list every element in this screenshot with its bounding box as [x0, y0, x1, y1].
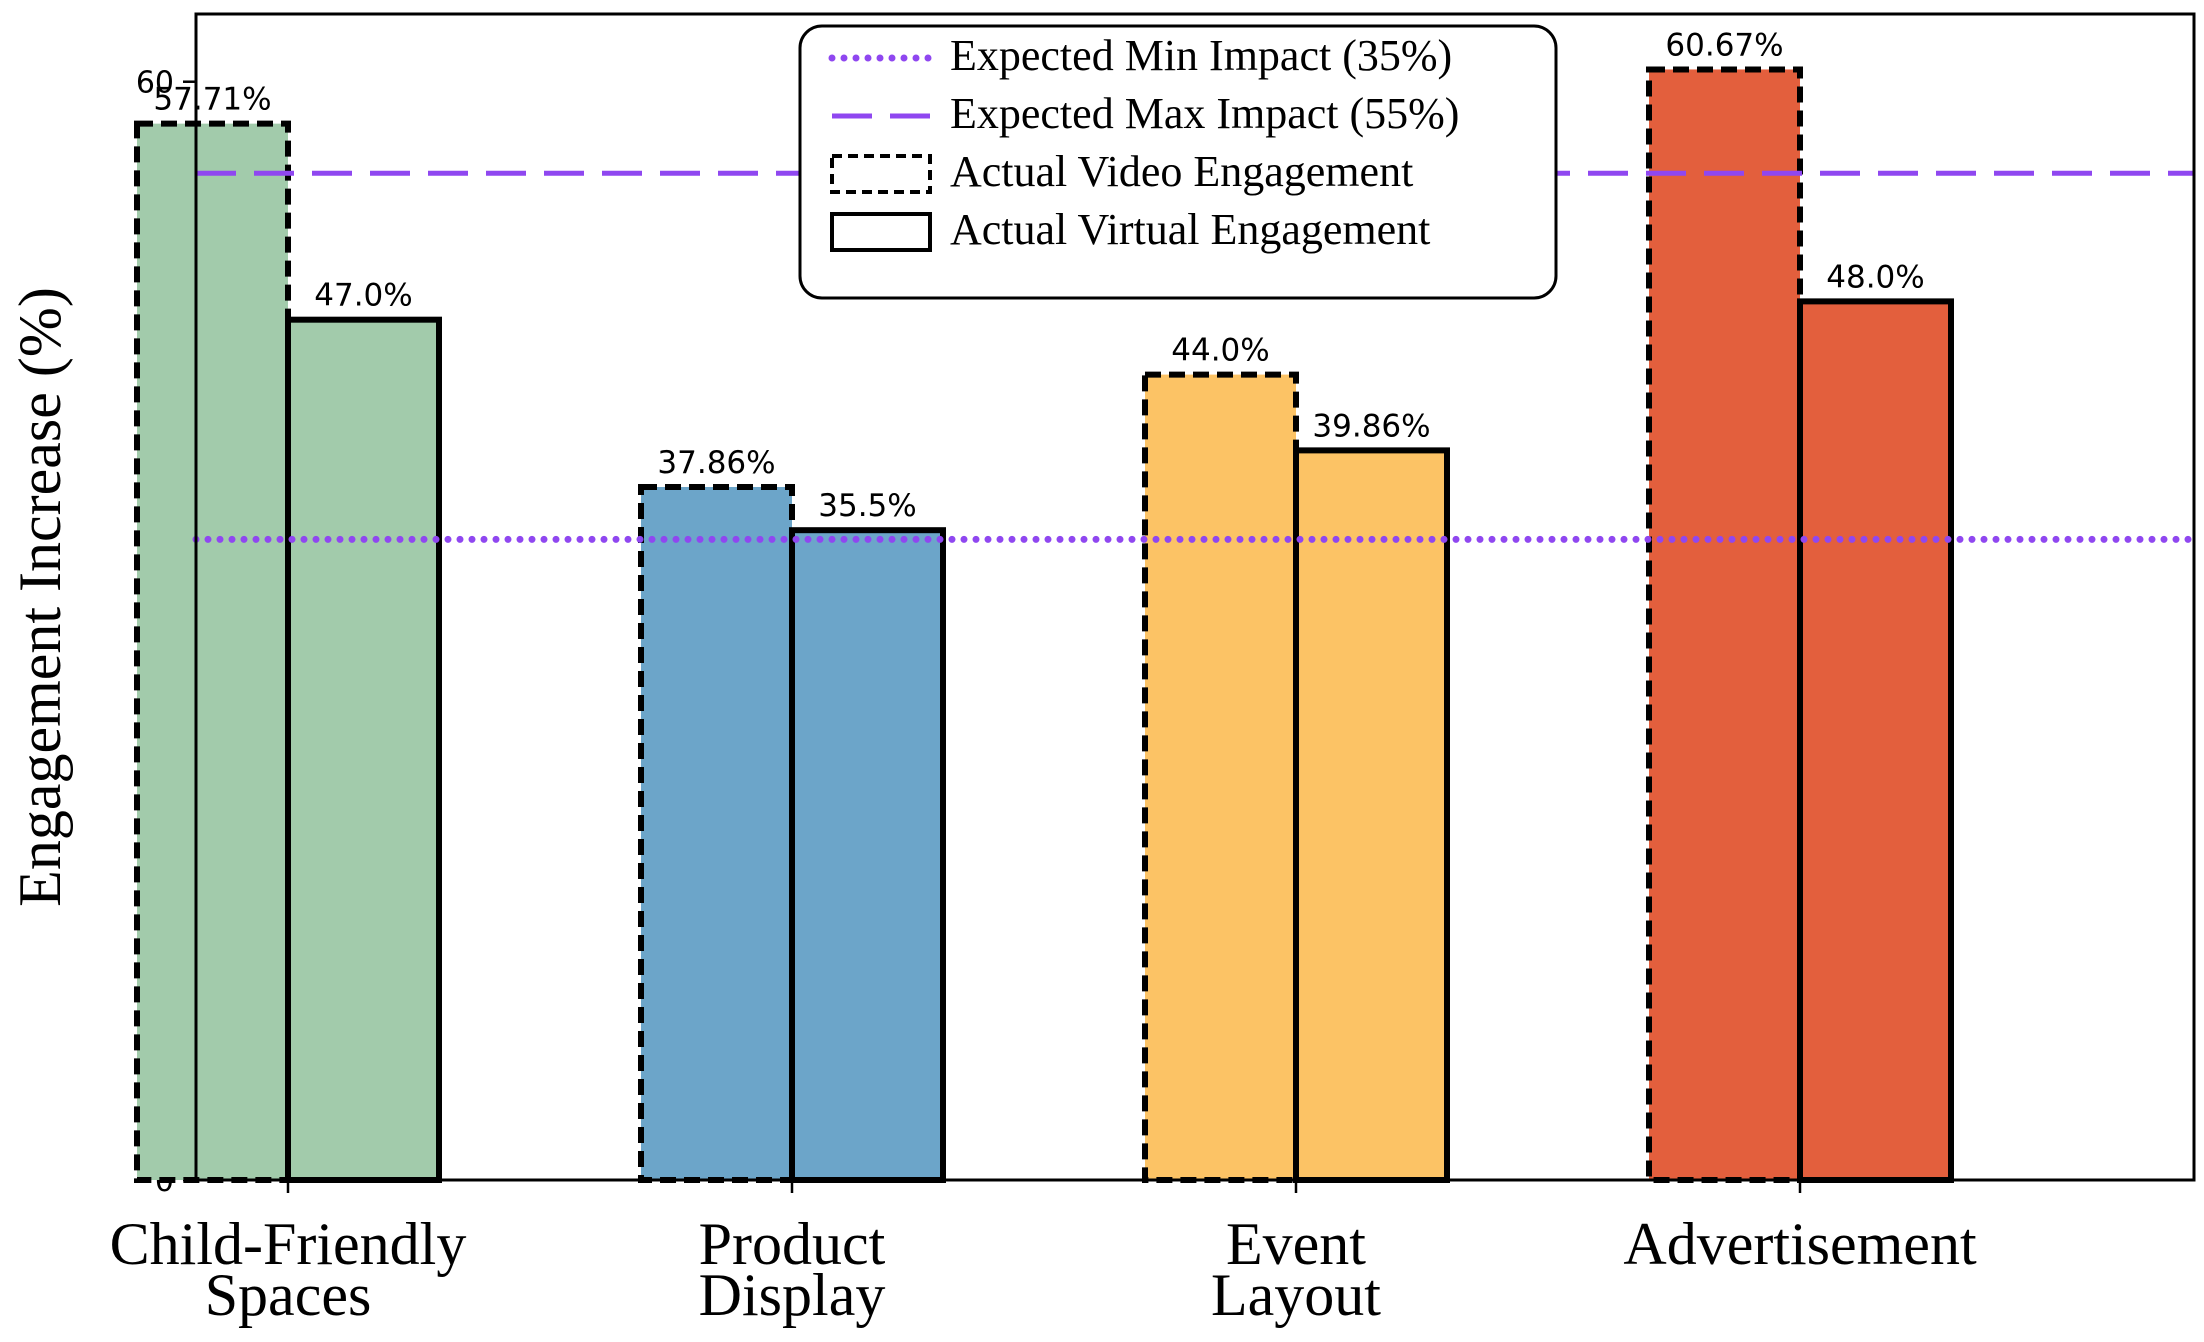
bar-virtual-3	[1800, 301, 1951, 1180]
bar-value-label: 48.0%	[1826, 259, 1924, 295]
bar-video-1	[641, 486, 792, 1180]
y-tick-label: 60	[136, 66, 174, 101]
x-category-label: Child-Friendly	[110, 1211, 467, 1277]
axes-frame	[194, 12, 2196, 1182]
bar-video-0	[137, 123, 288, 1180]
bar-video-3	[1649, 69, 1800, 1181]
bar-value-label: 35.5%	[818, 488, 916, 524]
x-category-label-line2: Display	[699, 1262, 886, 1328]
x-category-label: Event	[1226, 1211, 1366, 1277]
x-category-label: Advertisement	[1623, 1211, 1977, 1277]
bar-video-2	[1145, 374, 1296, 1180]
legend-entry-label: Actual Video Engagement	[950, 147, 1413, 196]
legend-entry-label: Expected Max Impact (55%)	[950, 89, 1459, 138]
bar-value-label: 57.71%	[153, 82, 271, 118]
bar-value-label: 44.0%	[1171, 333, 1269, 369]
bar-value-label: 60.67%	[1665, 27, 1783, 63]
x-category-label-line2: Spaces	[205, 1262, 372, 1328]
legend-swatch-virtual	[830, 212, 932, 252]
legend-entry-label: Actual Virtual Engagement	[950, 205, 1430, 254]
bar-value-label: 47.0%	[314, 278, 412, 314]
bar-virtual-2	[1296, 450, 1447, 1181]
legend-entry-label: Expected Min Impact (35%)	[950, 31, 1452, 80]
bar-value-label: 37.86%	[657, 445, 775, 481]
x-category-label: Product	[699, 1211, 886, 1277]
bar-virtual-1	[792, 530, 943, 1180]
x-category-label-line2: Layout	[1211, 1262, 1381, 1328]
legend-swatch-video	[830, 154, 932, 194]
y-axis-title: Engagement Increase (%)	[7, 287, 73, 907]
legend-box	[798, 24, 1558, 300]
bar-value-label: 39.86%	[1312, 408, 1430, 444]
bar-virtual-0	[288, 319, 439, 1180]
